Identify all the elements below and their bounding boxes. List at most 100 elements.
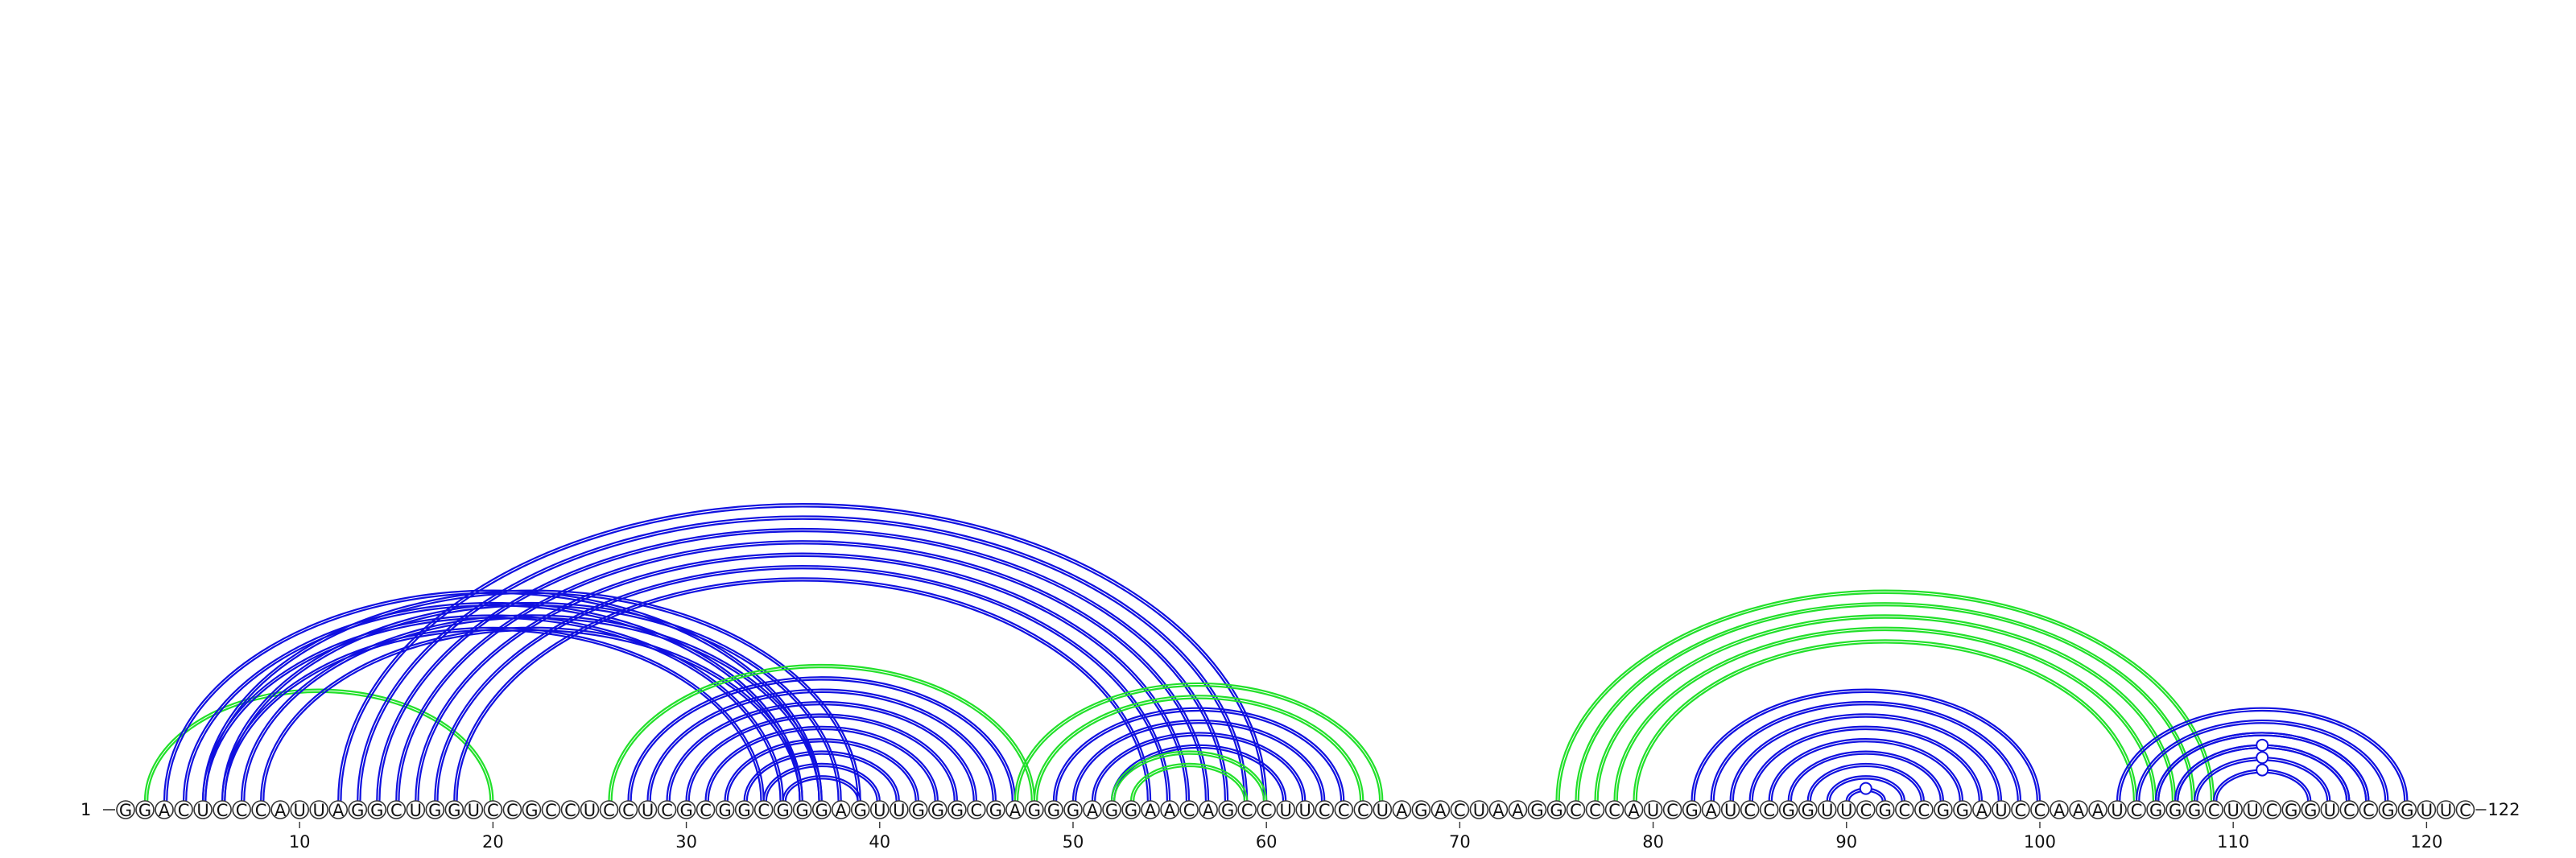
nucleotide-circle (2146, 800, 2165, 819)
nucleotide-circle (444, 800, 464, 819)
nucleotide: C (599, 800, 619, 820)
nucleotide-circle (348, 800, 368, 819)
nucleotide-circle (502, 800, 522, 819)
nucleotide-circle (367, 800, 387, 819)
sequence-start-label: 1 (80, 800, 91, 819)
nucleotide-letter: U (1821, 801, 1833, 820)
nucleotide-letter: U (2421, 801, 2433, 820)
nucleotide: C (618, 800, 638, 820)
nucleotide: A (270, 800, 290, 820)
nucleotide: G (773, 800, 793, 820)
nucleotide-letter: C (1454, 801, 1466, 820)
pair-arc-12-5 (1768, 738, 1963, 802)
pair-arc-8-1 (1033, 695, 1364, 802)
nucleotide: G (348, 800, 368, 820)
nucleotide: C (696, 800, 716, 820)
nucleotide-letter: A (159, 801, 171, 820)
nucleotide-circle (2030, 800, 2050, 819)
pair-arc-3-3-inner (243, 617, 820, 802)
nucleotide-letter: C (1744, 801, 1756, 820)
nucleotide-circle (2320, 800, 2340, 819)
pair-arc-11-3-inner (1596, 617, 2174, 802)
nucleotide-letter: G (854, 801, 867, 820)
nucleotide-circle (676, 800, 696, 819)
nucleotide: C (657, 800, 677, 820)
nucleotide: A (1624, 800, 1644, 820)
nucleotide-letter: C (255, 801, 267, 820)
nucleotide-letter: C (700, 801, 712, 820)
nucleotide-letter: G (138, 801, 151, 820)
pair-arc-13-2 (2135, 719, 2389, 802)
pair-arc-6-3 (666, 700, 977, 802)
nucleotide-circle (811, 800, 832, 819)
nucleotide-letter: C (2208, 801, 2220, 820)
nucleotide: A (1430, 800, 1451, 820)
nucleotide: C (1914, 800, 1934, 820)
nucleotide-letter: G (1937, 801, 1950, 820)
tick-label: 40 (869, 832, 890, 852)
pair-arc-6-9-inner (784, 778, 859, 802)
nucleotide: C (2011, 800, 2030, 820)
pair-arc-12-7-inner (1809, 765, 1922, 802)
nucleotide-circle (1604, 800, 1624, 819)
nucleotide-letter: A (1145, 801, 1157, 820)
pair-arc-14-1-inner (2157, 734, 2368, 802)
pair-arc-6-6 (724, 738, 919, 802)
tick-label: 60 (1256, 832, 1278, 852)
nucleotide: A (1141, 800, 1160, 820)
nucleotide-circle (2127, 800, 2146, 819)
nucleotide-letter: A (332, 801, 345, 820)
nucleotide-letter: G (2401, 801, 2413, 820)
pair-arc-11-5-inner (1635, 641, 2135, 802)
pair-arc-11-1-inner (1558, 592, 2213, 802)
nucleotide: G (1411, 800, 1431, 820)
nucleotide: A (328, 800, 349, 820)
pair-arc-10-1-inner (1113, 753, 1265, 802)
nucleotide-letter: U (2440, 801, 2452, 820)
nucleotide: C (2204, 800, 2223, 820)
nucleotide-circle (1025, 800, 1044, 819)
pair-arc-11-2-inner (1577, 604, 2194, 802)
nucleotide-circle (1585, 800, 1605, 819)
nucleotide: G (1778, 800, 1798, 820)
nucleotide: A (155, 800, 174, 820)
pair-arc-1-1-inner (147, 691, 492, 802)
nucleotide-letter: C (1261, 801, 1273, 820)
nucleotide-letter: C (545, 801, 557, 820)
nucleotide-letter: A (275, 801, 287, 820)
pair-arc-11-3 (1594, 614, 2177, 802)
tick-label: 20 (482, 832, 504, 852)
nucleotide: G (1102, 800, 1121, 820)
nucleotide-circle (890, 800, 909, 819)
nucleotide-letter: C (603, 801, 615, 820)
pair-arc-3-4-inner (262, 629, 801, 802)
nucleotide-circle (406, 800, 426, 819)
nucleotide-circle (1121, 800, 1141, 819)
nucleotide-letter: U (1377, 801, 1389, 820)
pair-arc-4-6-inner (436, 567, 1168, 802)
nucleotide-circle (1934, 800, 1953, 819)
nucleotide: C (251, 800, 270, 820)
nucleotide-circle (715, 800, 735, 819)
nucleotide-circle (753, 800, 774, 819)
nucleotide: C (1566, 800, 1586, 820)
nucleotide: U (290, 800, 309, 820)
nucleotide-letter: G (815, 801, 828, 820)
pair-arc-6-7 (743, 750, 900, 802)
nucleotide: C (1353, 800, 1373, 820)
nucleotide-letter: C (1918, 801, 1930, 820)
nucleotide: C (1179, 800, 1199, 820)
nucleotide-circle (270, 800, 290, 819)
nucleotide-letter: G (1802, 801, 1814, 820)
pair-arc-6-7-inner (745, 753, 898, 802)
nucleotide-letter: C (2015, 801, 2027, 820)
nucleotide: A (1392, 800, 1412, 820)
nucleotide: G (367, 800, 387, 820)
nucleotide-letter: U (196, 801, 208, 820)
nucleotide-letter: G (525, 801, 538, 820)
nucleotide-letter: C (2343, 801, 2355, 820)
nucleotide-circle (2204, 800, 2223, 819)
nucleotide-circle (2417, 800, 2437, 819)
pair-arc-12-1 (1690, 688, 2041, 802)
nucleotide: U (638, 800, 658, 820)
